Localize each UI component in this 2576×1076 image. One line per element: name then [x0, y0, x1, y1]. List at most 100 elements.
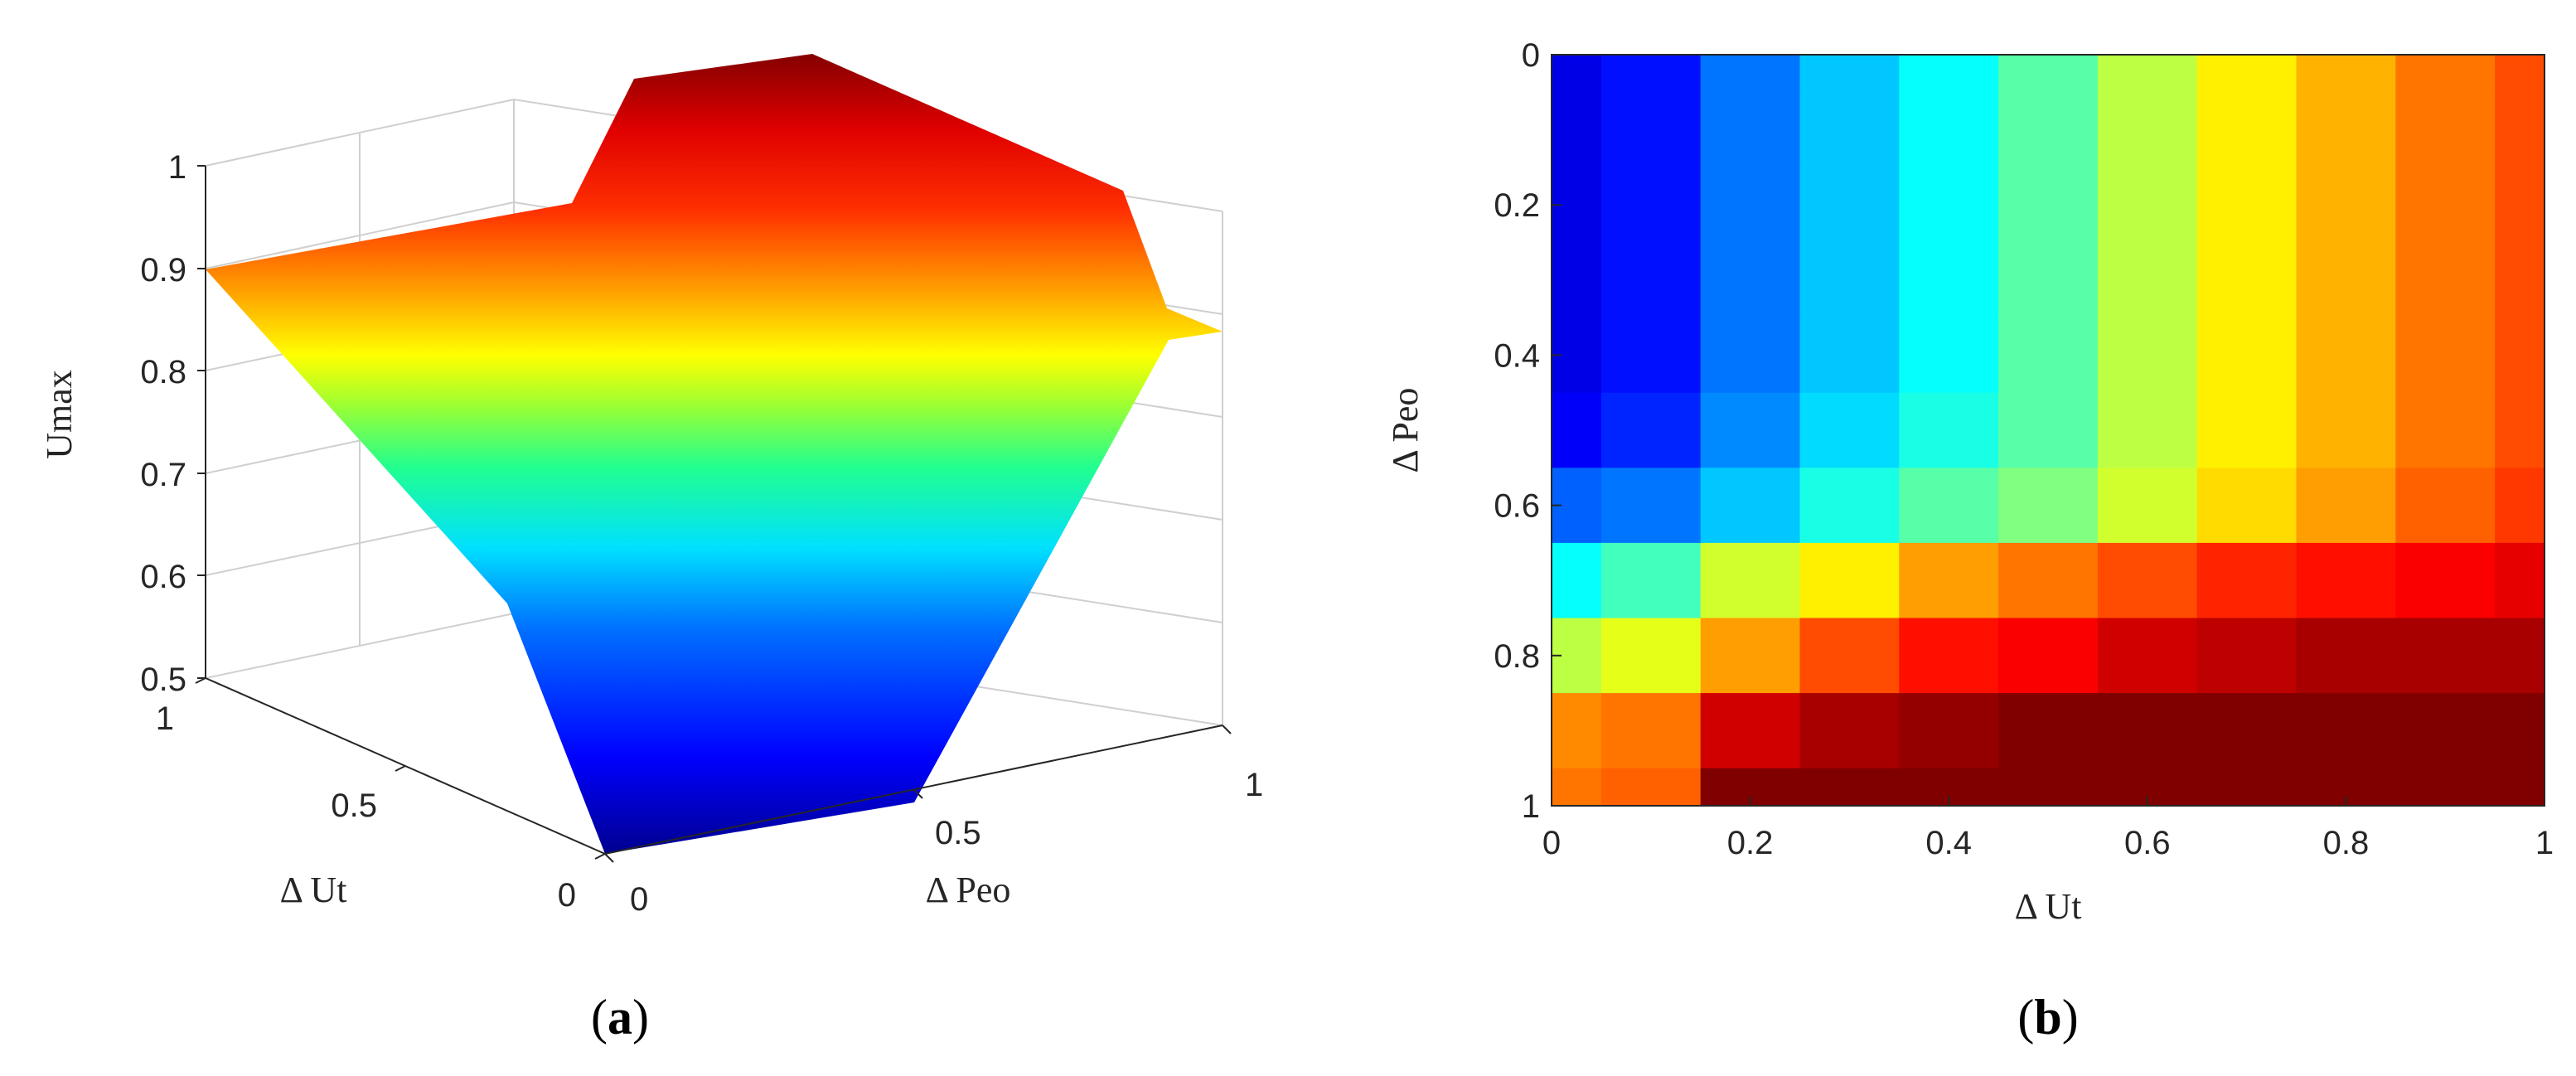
heatmap-y-tick-label: 0.6 [1494, 488, 1540, 525]
heatmap-cell [1552, 768, 1602, 806]
heatmap-cell [2097, 392, 2198, 469]
heatmap-cell [1998, 392, 2099, 469]
heatmap-y-tick-label: 0.4 [1494, 337, 1540, 374]
heatmap-cell [2196, 167, 2298, 244]
x-axis-label: Δ Peo [926, 870, 1011, 910]
heatmap-cell [1700, 693, 1801, 769]
heatmap-cell [2395, 392, 2496, 469]
heatmap-cell [1600, 92, 1702, 168]
heatmap-cell [2196, 92, 2298, 168]
heatmap-cell [2196, 242, 2298, 319]
heatmap-cell [1998, 768, 2099, 806]
heatmap-cell [1700, 542, 1801, 619]
heatmap-cell [1700, 167, 1801, 244]
heatmap-y-tick-label: 0.8 [1494, 638, 1540, 675]
heatmap-cell [2097, 167, 2198, 244]
heatmap-cell [2196, 392, 2298, 469]
heatmap-x-tick-label: 0.4 [1925, 825, 1972, 861]
heatmap-cell [2395, 768, 2496, 806]
umax-surface [206, 54, 1223, 854]
heatmap-cell [2296, 618, 2397, 695]
heatmap-cell [1899, 392, 2000, 469]
heatmap-cell [1600, 317, 1702, 394]
heatmap-cell [2097, 542, 2198, 619]
heatmap-cell [2196, 693, 2298, 769]
heatmap-cell [2395, 92, 2496, 168]
heatmap-x-tick-label: 1 [2535, 825, 2554, 861]
heatmap-cell [2495, 317, 2545, 394]
heatmap-y-tick-label: 0.2 [1494, 187, 1540, 224]
heatmap-cell [2296, 92, 2397, 168]
heatmap-cell [1600, 468, 1702, 544]
heatmap-cell [1998, 317, 2099, 394]
z-tick-label: 0.6 [140, 559, 186, 595]
heatmap-x-tick-label: 0.2 [1727, 825, 1774, 861]
heatmap-x-tick-label: 0.6 [2124, 825, 2171, 861]
heatmap-cell [1899, 618, 2000, 695]
heatmap-cell [2495, 468, 2545, 544]
heatmap-cell [1552, 92, 1602, 168]
heatmap-cell [1799, 167, 1901, 244]
x-tick-labels: 0 0.5 1 [630, 767, 1263, 918]
heatmap-y-tick-label: 0 [1522, 37, 1540, 74]
x-tick-label: 1 [1245, 767, 1263, 803]
panel-label-a: (a) [591, 990, 649, 1044]
heatmap-cell [2097, 242, 2198, 319]
heatmap-cell [1899, 693, 2000, 769]
heatmap-cell [1600, 542, 1702, 619]
heatmap-cell [2196, 542, 2298, 619]
heatmap-x-tick-label: 0 [1542, 825, 1561, 861]
heatmap-cell [2196, 55, 2298, 94]
heatmap-cell [1899, 167, 2000, 244]
heatmap-y-axis-label: Δ Peo [1385, 388, 1426, 473]
heatmap-cell [1799, 92, 1901, 168]
heatmap-cell [1899, 468, 2000, 544]
heatmap-cell [2495, 542, 2545, 619]
heatmap-cell [1998, 167, 2099, 244]
heatmap-cell [1552, 242, 1602, 319]
heatmap-cell [2395, 317, 2496, 394]
heatmap-cell [2395, 618, 2496, 695]
heatmap-cell [2395, 242, 2496, 319]
y-tick-labels: 1 0.5 0 [156, 700, 576, 914]
heatmap-cell [2495, 167, 2545, 244]
heatmap-cell [1799, 768, 1901, 806]
heatmap-cell [2395, 542, 2496, 619]
heatmap-cell [1998, 542, 2099, 619]
heatmap-cell [2296, 317, 2397, 394]
heatmap-cell [1700, 92, 1801, 168]
heatmap-cell [1998, 468, 2099, 544]
heatmap-cell [1799, 618, 1901, 695]
heatmap-cell [2296, 167, 2397, 244]
heatmap-cell [2196, 468, 2298, 544]
z-axis-label: Umax [39, 370, 80, 459]
heatmap-cell [2097, 618, 2198, 695]
heatmap-cell [1899, 92, 2000, 168]
heatmap-panel-b: 0 0.2 0.4 0.6 0.8 100.20.40.60.81 Δ Ut Δ Peo … [1385, 37, 2554, 1044]
heatmap-x-tick-label: 0.8 [2323, 825, 2370, 861]
heatmap-cell [1799, 693, 1901, 769]
heatmap-cell [2196, 768, 2298, 806]
heatmap-cell [1998, 55, 2099, 94]
z-tick-label: 1 [168, 149, 186, 186]
y-axis-label: Δ Ut [280, 870, 347, 910]
panel-label-b: (b) [2017, 990, 2078, 1044]
z-tick-labels: 1 0.9 0.8 0.7 0.6 0.5 [140, 149, 186, 698]
heatmap-cell [2296, 242, 2397, 319]
z-tick-label: 0.9 [140, 252, 186, 288]
heatmap-cell [2296, 693, 2397, 769]
heatmap-cell [1899, 542, 2000, 619]
heatmap-cell [1799, 317, 1901, 394]
heatmap-cell [1899, 317, 2000, 394]
heatmap-cell [1799, 392, 1901, 469]
heatmap-cell [2495, 92, 2545, 168]
heatmap-cell [1600, 693, 1702, 769]
heatmap-cell [2495, 693, 2545, 769]
heatmap-cell [2296, 55, 2397, 94]
heatmap-cell [1799, 468, 1901, 544]
heatmap-cell [1552, 542, 1602, 619]
x-axis-ticks [604, 725, 1232, 863]
heatmap-cell [2395, 167, 2496, 244]
heatmap-cell [1552, 55, 1602, 94]
